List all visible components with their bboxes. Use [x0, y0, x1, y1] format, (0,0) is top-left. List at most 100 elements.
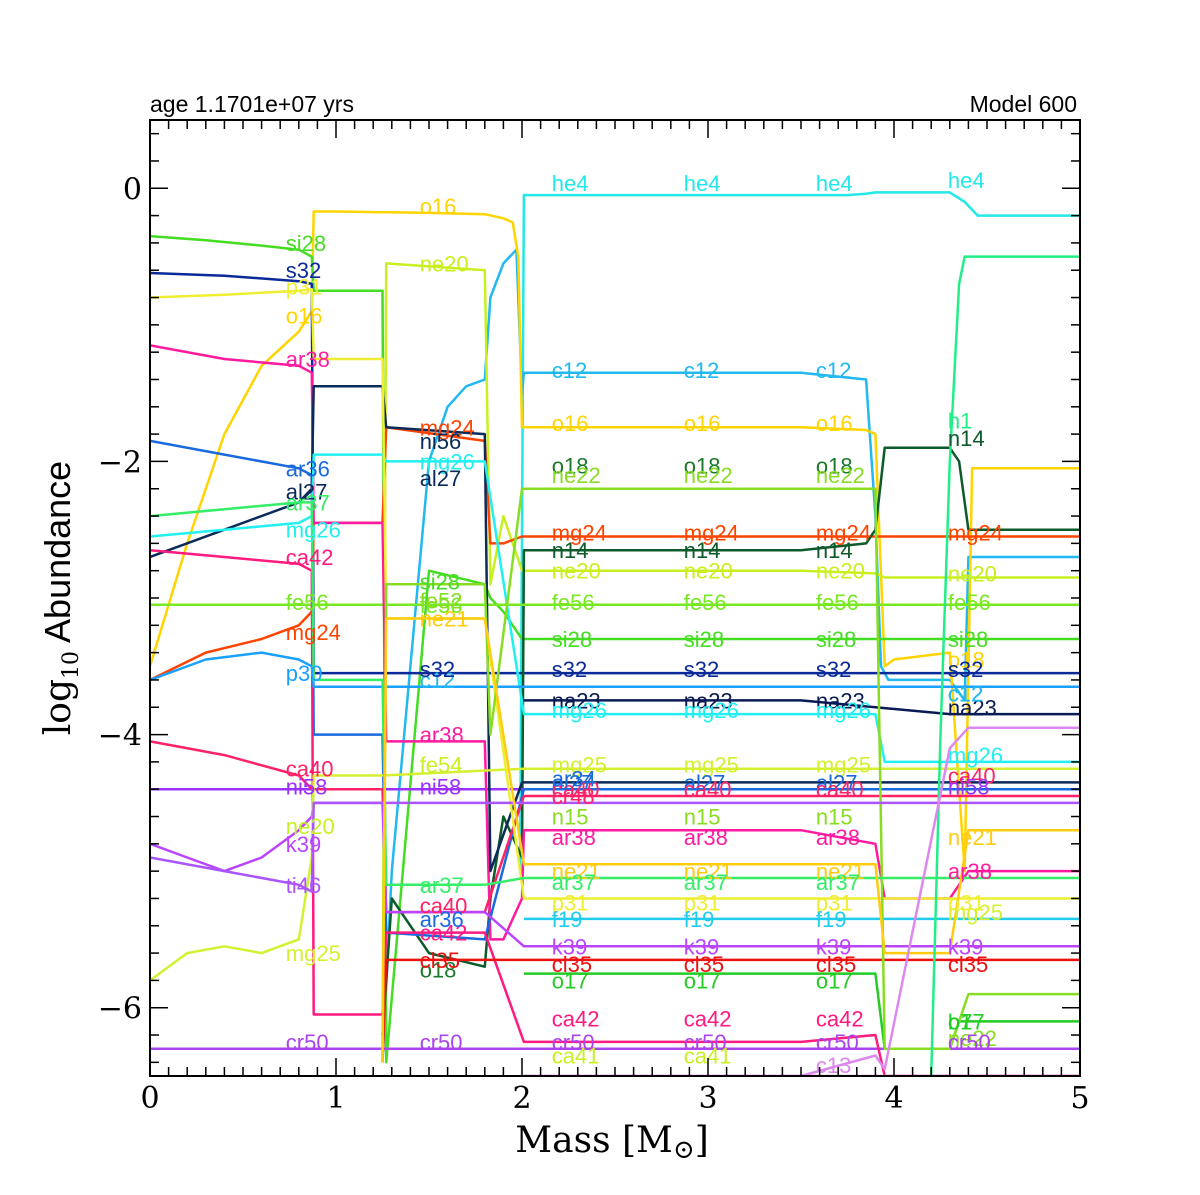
series-label-mg26: mg26 — [948, 743, 1003, 768]
series-label-ca40: ca40 — [684, 777, 732, 802]
series-line-o16 — [150, 210, 1080, 873]
series-label-o18: o18 — [684, 454, 721, 479]
series-label-mg25: mg25 — [684, 753, 739, 778]
series-label-p30: p30 — [286, 661, 323, 686]
series-label-ar37: ar37 — [684, 870, 728, 895]
series-label-he4: he4 — [684, 171, 721, 196]
series-label-n15: n15 — [684, 805, 721, 830]
series-label-al27: al27 — [286, 480, 328, 505]
series-label-c13: c13 — [816, 1053, 851, 1078]
series-label-ar37: ar37 — [552, 870, 596, 895]
series-label-si28: si28 — [816, 627, 856, 652]
series-label-ar38: ar38 — [286, 347, 330, 372]
series-label-p31: p31 — [552, 891, 589, 916]
series-label-k39: k39 — [286, 832, 321, 857]
series-label-c12: c12 — [684, 358, 719, 383]
series-label-al27: al27 — [684, 770, 726, 795]
series-label-p31: p31 — [286, 275, 323, 300]
series-label-k39: k39 — [552, 934, 587, 959]
series-label-al27: al27 — [816, 770, 858, 795]
series-label-cr50: cr50 — [684, 1030, 727, 1055]
series-label-mg26: mg26 — [420, 449, 475, 474]
series-label-cl35: cl35 — [552, 952, 592, 977]
series-label-mg26: mg26 — [816, 698, 871, 723]
series-label-fe56: fe56 — [816, 590, 859, 615]
series-label-na23: na23 — [948, 695, 997, 720]
series-label-o16: o16 — [286, 303, 323, 328]
series-label-n14: n14 — [816, 538, 853, 563]
series-label-cr50: cr50 — [816, 1030, 859, 1055]
series-line-na23 — [523, 699, 1080, 716]
series-label-ne21: ne21 — [816, 859, 865, 884]
series-label-ar38: ar38 — [552, 825, 596, 850]
series-line-mg25 — [150, 767, 1080, 982]
series-label-o16: o16 — [552, 411, 589, 436]
series-label-ca40: ca40 — [286, 757, 334, 782]
series-line-h1 — [929, 255, 1080, 1076]
series-line-p30 — [150, 651, 1080, 689]
series-label-mg26: mg26 — [552, 698, 607, 723]
series-label-ca40: ca40 — [816, 777, 864, 802]
series-label-o16: o16 — [816, 411, 853, 436]
y-tick-label: −6 — [98, 992, 142, 1027]
series-label-ar38: ar38 — [420, 723, 464, 748]
series-label-cl35: cl35 — [684, 952, 724, 977]
series-label-cr50: cr50 — [948, 1030, 991, 1055]
series-label-ne22: ne22 — [816, 463, 865, 488]
series-label-p31: p31 — [816, 891, 853, 916]
series-label-ar38: ar38 — [948, 859, 992, 884]
series-label-cr50: cr50 — [286, 1030, 329, 1055]
series-label-ar36: ar36 — [286, 456, 330, 481]
series-label-ni56: ni56 — [420, 429, 462, 454]
series-line-he4 — [518, 191, 1080, 872]
series-label-ni58: ni58 — [948, 775, 990, 800]
series-label-si28: si28 — [684, 627, 724, 652]
series-label-cr48: cr48 — [552, 784, 595, 809]
series-label-n14: n14 — [552, 538, 589, 563]
series-label-ne20: ne20 — [420, 251, 469, 276]
series-line-mg26 — [150, 453, 1080, 764]
series-label-fe54: fe54 — [420, 753, 463, 778]
series-label-k39: k39 — [816, 934, 851, 959]
series-label-n14: n14 — [684, 538, 721, 563]
series-label-ca40: ca40 — [552, 777, 600, 802]
series-label-ne21: ne21 — [684, 859, 733, 884]
series-label-si28: si28 — [286, 231, 326, 256]
series-label-ca42: ca42 — [816, 1007, 864, 1032]
series-line-c13 — [523, 726, 1080, 1076]
x-tick-label: 1 — [326, 1081, 345, 1116]
series-label-fe56: fe56 — [286, 590, 329, 615]
series-label-o18: o18 — [948, 648, 985, 673]
series-label-ne21: ne21 — [948, 825, 997, 850]
series-label-mg24: mg24 — [948, 520, 1003, 545]
series-line-ca42 — [150, 548, 1080, 1076]
series-line-ne21 — [381, 617, 1080, 1063]
series-label-he4: he4 — [948, 168, 985, 193]
y-tick-label: −2 — [98, 445, 142, 480]
series-label-ar36: ar36 — [420, 907, 464, 932]
series-label-ne22: ne22 — [684, 463, 733, 488]
series-label-he4: he4 — [552, 171, 589, 196]
series-label-fe56: fe56 — [684, 590, 727, 615]
series-line-ca40 — [150, 740, 1080, 914]
series-label-c12: c12 — [420, 668, 455, 693]
series-label-cr50: cr50 — [420, 1030, 463, 1055]
series-label-n15: n15 — [816, 805, 853, 830]
series-label-o16: o16 — [420, 194, 457, 219]
series-label-s32: s32 — [420, 657, 455, 682]
series-label-o18: o18 — [420, 958, 457, 983]
series-label-ni58: ni58 — [286, 775, 328, 800]
series-label-o17: o17 — [816, 968, 853, 993]
series-label-ca40: ca40 — [948, 764, 996, 789]
series-label-ar37: ar37 — [816, 870, 860, 895]
series-label-f19: f19 — [552, 907, 583, 932]
series-label-ne21: ne21 — [420, 607, 469, 632]
axis-ticks: 0 1 2 3 4 5 0 −2 −4 −6 — [98, 120, 1090, 1116]
series-label-n14: n14 — [948, 426, 985, 451]
series-label-fe56: fe56 — [948, 590, 991, 615]
x-tick-label: 3 — [698, 1081, 717, 1116]
x-axis-label: Mass [M⊙] — [515, 1120, 708, 1165]
series-label-o17: o17 — [948, 1009, 985, 1034]
series-label-ar38: ar38 — [816, 825, 860, 850]
series-label-h1: h1 — [948, 409, 972, 434]
